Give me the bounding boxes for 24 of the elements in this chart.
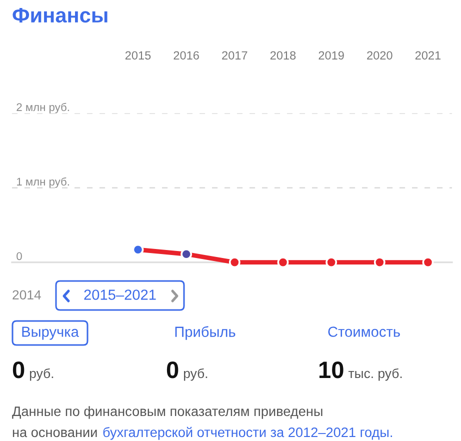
- text: 0: [166, 362, 178, 378]
- x-tick-label: 2016: [174, 51, 199, 60]
- text: руб.: [30, 368, 54, 381]
- chart-title: Финансы: [12, 8, 108, 23]
- text: на основании: [12, 430, 97, 438]
- x-tick-label: 2015: [125, 51, 151, 60]
- text: 2015–2021: [84, 290, 156, 300]
- text: 2014: [12, 290, 41, 300]
- text: Выручка: [22, 326, 79, 340]
- text: Прибыль: [175, 326, 236, 340]
- y-tick-label: 2 млн руб.: [16, 102, 69, 114]
- x-tick-label: 2018: [270, 51, 296, 60]
- x-tick-label: 2019: [318, 51, 344, 60]
- text: 10: [319, 362, 344, 378]
- text: тыс. руб.: [348, 368, 402, 381]
- text: бухгалтерской отчетности за 2012–2021 годы.: [103, 426, 392, 440]
- x-tick-label: 2017: [222, 51, 248, 60]
- y-tick-label: 1 млн руб.: [17, 177, 69, 188]
- text: Данные по финансовым показателям приведены: [12, 406, 322, 419]
- y-tick-label: 0: [16, 252, 22, 260]
- text: руб.: [184, 368, 208, 381]
- text: Стоимость: [328, 326, 400, 337]
- x-tick-label: 2021: [415, 51, 441, 60]
- x-tick-label: 2020: [367, 51, 392, 60]
